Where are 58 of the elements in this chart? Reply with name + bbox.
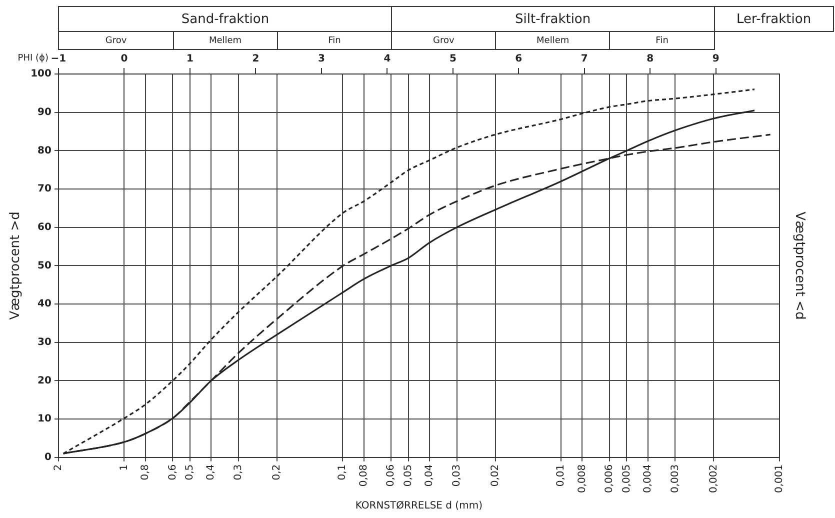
x-tick-label: 0,1 <box>337 464 348 480</box>
x2-tick-label: −1 <box>50 54 66 65</box>
y-tick-label: 100 <box>30 68 52 80</box>
x-tick-label: 0,08 <box>358 464 370 487</box>
x2-tick-label: 4 <box>384 54 391 65</box>
y-tick-label: 40 <box>38 298 52 310</box>
y-tick-label: 0 <box>44 452 52 463</box>
x-tick-label: 0,02 <box>490 464 501 487</box>
x-tick-label: 0,8 <box>140 464 151 480</box>
x2-tick-label: 0 <box>120 54 128 65</box>
text: Ler-fraktion <box>714 6 834 32</box>
x2-tick-label: 2 <box>252 54 260 65</box>
x-tick-label: 0,003 <box>670 464 681 494</box>
text: Grov <box>58 31 174 50</box>
x-tick-label: 0,004 <box>642 464 654 494</box>
y-tick-label: 60 <box>38 222 52 233</box>
y-tick-label: 30 <box>38 336 52 348</box>
y-tick-label: 70 <box>38 184 52 195</box>
x-tick-label: 0,001 <box>774 464 785 494</box>
x2-tick-label: 3 <box>318 54 325 65</box>
text: Sand-fraktion <box>58 6 392 32</box>
y-axis-title: Vægtprocent >d <box>8 212 24 320</box>
x2-tick-label: 1 <box>186 54 194 65</box>
x-tick-label: 2 <box>53 464 64 471</box>
text: Fin <box>609 31 715 50</box>
y2-axis-title: Vægtprocent <d <box>792 212 807 320</box>
x-tick-label: 0,6 <box>167 464 178 480</box>
x-tick-label: 0,06 <box>386 464 397 487</box>
x2-tick-label: 7 <box>580 54 588 65</box>
x-tick-label: 0,3 <box>233 464 244 480</box>
x-tick-label: 0,008 <box>576 464 588 494</box>
y-tick-label: 20 <box>38 375 52 386</box>
x-tick-label: 0,006 <box>604 464 616 494</box>
x-tick-label: 0,05 <box>402 464 414 487</box>
x-axis-title: KORNSTØRRELSE d (mm) <box>355 500 483 512</box>
x2-tick-label: 9 <box>712 54 720 65</box>
x2-tick-label: 6 <box>515 54 522 65</box>
text: Mellem <box>172 31 278 50</box>
y-tick-label: 90 <box>38 106 52 118</box>
x-tick-label: 0,04 <box>424 464 436 487</box>
text: Fin <box>276 31 392 50</box>
x2-tick-label: 8 <box>646 54 654 65</box>
x-tick-label: 0,2 <box>271 464 282 480</box>
x-tick-label: 0,01 <box>556 464 567 487</box>
text: Grov <box>391 31 496 50</box>
x-tick-label: 0,002 <box>708 464 720 494</box>
x2-axis-title: PHI (ϕ) <box>18 53 48 64</box>
x2-tick-label: 5 <box>449 54 456 65</box>
x-tick-label: 1 <box>118 464 130 471</box>
text: Silt-fraktion <box>391 6 715 32</box>
y-tick-label: 80 <box>38 145 52 156</box>
x-tick-label: 0,5 <box>184 464 196 480</box>
y-tick-label: 50 <box>38 260 52 272</box>
x-tick-label: 0,03 <box>451 464 462 487</box>
text: Mellem <box>495 31 610 50</box>
x-tick-label: 0,005 <box>621 464 632 494</box>
x-tick-label: 0,4 <box>206 464 217 480</box>
y-tick-label: 10 <box>38 414 52 425</box>
